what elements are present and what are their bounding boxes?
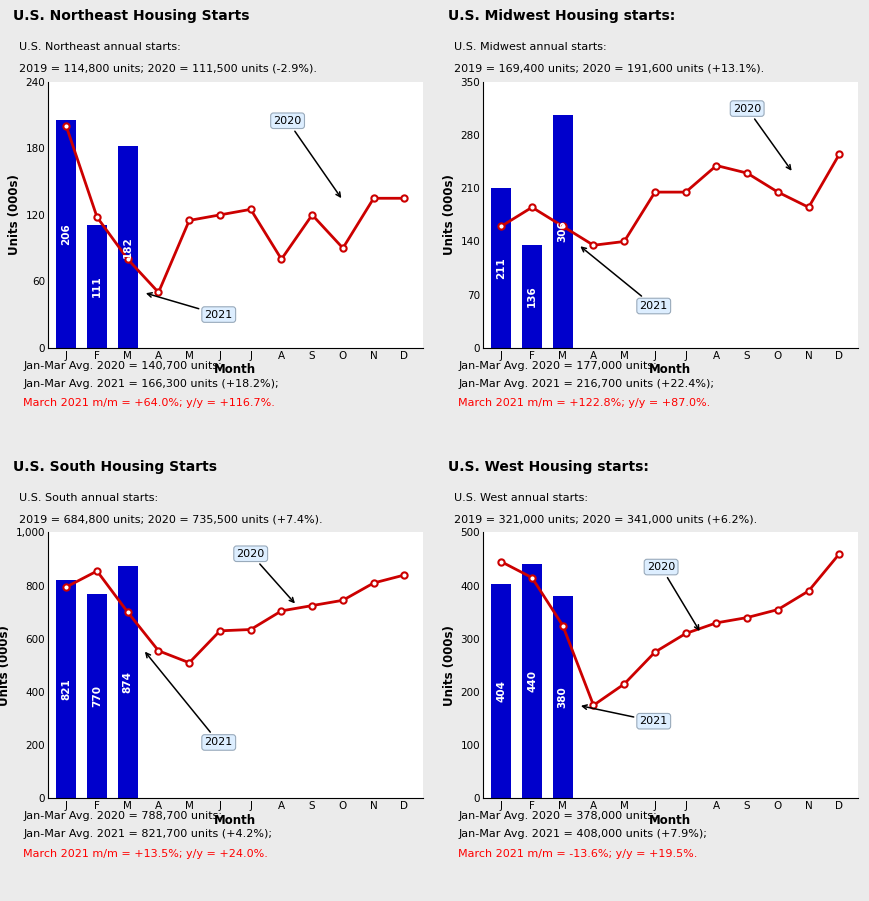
- Text: March 2021 m/m = +13.5%; y/y = +24.0%.: March 2021 m/m = +13.5%; y/y = +24.0%.: [23, 849, 268, 859]
- Text: 306: 306: [557, 221, 567, 242]
- Text: 770: 770: [92, 685, 102, 707]
- Bar: [552, 115, 572, 348]
- Bar: [491, 584, 511, 798]
- Y-axis label: Units (000s): Units (000s): [0, 625, 11, 705]
- Y-axis label: Units (000s): Units (000s): [442, 175, 455, 255]
- Text: Jan-Mar Avg. 2020 = 177,000 units;: Jan-Mar Avg. 2020 = 177,000 units;: [458, 360, 656, 370]
- Text: 821: 821: [61, 678, 71, 700]
- Text: 2019 = 321,000 units; 2020 = 341,000 units (+6.2%).: 2019 = 321,000 units; 2020 = 341,000 uni…: [454, 514, 757, 524]
- Text: 136: 136: [527, 286, 536, 307]
- Text: 2021: 2021: [582, 705, 667, 726]
- Text: 206: 206: [61, 223, 71, 244]
- Y-axis label: Units (000s): Units (000s): [8, 175, 21, 255]
- Text: 2020: 2020: [236, 549, 294, 602]
- Text: 380: 380: [557, 687, 567, 708]
- Bar: [56, 580, 76, 798]
- Bar: [491, 187, 511, 348]
- Text: U.S. Northeast annual starts:: U.S. Northeast annual starts:: [19, 42, 181, 52]
- Bar: [87, 225, 107, 348]
- Text: U.S. Midwest annual starts:: U.S. Midwest annual starts:: [454, 42, 607, 52]
- Text: 2021: 2021: [147, 293, 233, 320]
- Text: 2020: 2020: [273, 115, 340, 196]
- Bar: [552, 596, 572, 798]
- Text: U.S. South annual starts:: U.S. South annual starts:: [19, 493, 158, 503]
- Bar: [117, 566, 137, 798]
- Text: 111: 111: [92, 276, 102, 297]
- Text: Jan-Mar Avg. 2021 = 408,000 units (+7.9%);: Jan-Mar Avg. 2021 = 408,000 units (+7.9%…: [458, 829, 706, 840]
- Text: 2019 = 169,400 units; 2020 = 191,600 units (+13.1%).: 2019 = 169,400 units; 2020 = 191,600 uni…: [454, 64, 764, 74]
- Text: 874: 874: [123, 671, 133, 693]
- Text: 2020: 2020: [733, 104, 790, 169]
- Text: 2021: 2021: [146, 653, 233, 748]
- Bar: [87, 594, 107, 798]
- X-axis label: Month: Month: [648, 363, 691, 377]
- Text: 2019 = 114,800 units; 2020 = 111,500 units (-2.9%).: 2019 = 114,800 units; 2020 = 111,500 uni…: [19, 64, 317, 74]
- Text: March 2021 m/m = +122.8%; y/y = +87.0%.: March 2021 m/m = +122.8%; y/y = +87.0%.: [458, 398, 710, 408]
- Bar: [521, 564, 541, 798]
- Text: U.S. West annual starts:: U.S. West annual starts:: [454, 493, 587, 503]
- Text: U.S. Midwest Housing starts:: U.S. Midwest Housing starts:: [448, 9, 674, 23]
- Text: 404: 404: [495, 680, 506, 702]
- Text: Jan-Mar Avg. 2021 = 821,700 units (+4.2%);: Jan-Mar Avg. 2021 = 821,700 units (+4.2%…: [23, 829, 272, 840]
- Y-axis label: Units (000s): Units (000s): [443, 625, 455, 705]
- Text: 2020: 2020: [647, 562, 698, 630]
- Bar: [56, 120, 76, 348]
- Text: U.S. South Housing Starts: U.S. South Housing Starts: [13, 460, 216, 474]
- Bar: [117, 146, 137, 348]
- Text: 182: 182: [123, 236, 133, 258]
- Text: March 2021 m/m = -13.6%; y/y = +19.5%.: March 2021 m/m = -13.6%; y/y = +19.5%.: [458, 849, 697, 859]
- Bar: [521, 244, 541, 348]
- Text: Jan-Mar Avg. 2020 = 140,700 units;: Jan-Mar Avg. 2020 = 140,700 units;: [23, 360, 222, 370]
- X-axis label: Month: Month: [214, 363, 256, 377]
- Text: Jan-Mar Avg. 2020 = 788,700 units;: Jan-Mar Avg. 2020 = 788,700 units;: [23, 811, 222, 821]
- Text: 211: 211: [495, 257, 506, 278]
- Text: Jan-Mar Avg. 2021 = 166,300 units (+18.2%);: Jan-Mar Avg. 2021 = 166,300 units (+18.2…: [23, 378, 279, 389]
- X-axis label: Month: Month: [214, 814, 256, 827]
- Text: U.S. Northeast Housing Starts: U.S. Northeast Housing Starts: [13, 9, 249, 23]
- Text: 2019 = 684,800 units; 2020 = 735,500 units (+7.4%).: 2019 = 684,800 units; 2020 = 735,500 uni…: [19, 514, 322, 524]
- Text: 440: 440: [527, 670, 536, 692]
- Text: Jan-Mar Avg. 2020 = 378,000 units;: Jan-Mar Avg. 2020 = 378,000 units;: [458, 811, 656, 821]
- Text: March 2021 m/m = +64.0%; y/y = +116.7%.: March 2021 m/m = +64.0%; y/y = +116.7%.: [23, 398, 275, 408]
- Text: Jan-Mar Avg. 2021 = 216,700 units (+22.4%);: Jan-Mar Avg. 2021 = 216,700 units (+22.4…: [458, 378, 713, 389]
- X-axis label: Month: Month: [648, 814, 691, 827]
- Text: U.S. West Housing starts:: U.S. West Housing starts:: [448, 460, 648, 474]
- Text: 2021: 2021: [581, 248, 667, 311]
